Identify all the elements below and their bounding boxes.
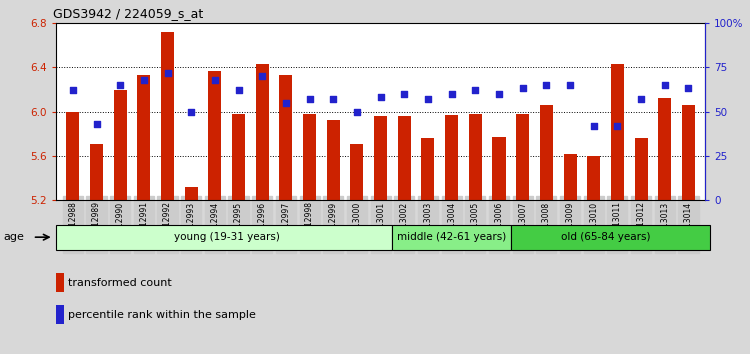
Text: transformed count: transformed count [68, 278, 171, 288]
Point [138, 77, 150, 82]
Point [564, 82, 576, 88]
Text: middle (42-61 years): middle (42-61 years) [397, 232, 506, 242]
Text: young (19-31 years): young (19-31 years) [174, 232, 280, 242]
Bar [658, 98, 671, 200]
Text: GDS3942 / 224059_s_at: GDS3942 / 224059_s_at [53, 7, 203, 21]
Point [517, 86, 529, 91]
Point [635, 96, 647, 102]
Bar [469, 114, 482, 200]
Bar [280, 75, 292, 200]
Text: age: age [4, 232, 25, 242]
Bar [540, 105, 553, 200]
Bar [114, 91, 127, 200]
Bar [634, 138, 647, 200]
Point [611, 123, 623, 129]
Point [540, 82, 552, 88]
Bar [493, 137, 506, 200]
Bar [90, 144, 103, 200]
Bar [563, 154, 577, 200]
Bar [611, 64, 624, 200]
Point [209, 77, 221, 82]
Point [422, 96, 434, 102]
Bar [327, 120, 340, 200]
Bar [209, 70, 221, 200]
Point [91, 121, 103, 127]
Bar [56, 305, 64, 324]
Bar [446, 115, 458, 200]
Bar [398, 116, 411, 200]
Point [493, 91, 505, 97]
Bar [374, 116, 387, 200]
Bar [56, 273, 64, 292]
Bar [137, 75, 150, 200]
Point [161, 70, 173, 75]
Bar [350, 144, 364, 200]
Point [658, 82, 670, 88]
Bar [184, 187, 198, 200]
Bar [303, 114, 316, 200]
Point [114, 82, 126, 88]
Point [256, 73, 268, 79]
Bar [682, 105, 695, 200]
Point [375, 95, 387, 100]
Point [398, 91, 410, 97]
Text: old (65-84 years): old (65-84 years) [561, 232, 650, 242]
Point [682, 86, 694, 91]
Bar [256, 64, 268, 200]
Bar [56, 225, 392, 250]
Bar [66, 112, 80, 200]
Point [185, 109, 197, 114]
Bar [516, 114, 530, 200]
Point [327, 96, 339, 102]
Point [67, 87, 79, 93]
Bar [232, 114, 245, 200]
Bar [161, 32, 174, 200]
Point [351, 109, 363, 114]
Bar [422, 138, 434, 200]
Point [446, 91, 458, 97]
Bar [392, 225, 511, 250]
Point [304, 96, 316, 102]
Point [232, 87, 244, 93]
Point [280, 100, 292, 105]
Point [588, 123, 600, 129]
Bar [511, 225, 710, 250]
Text: percentile rank within the sample: percentile rank within the sample [68, 309, 256, 320]
Point [470, 87, 482, 93]
Bar [587, 156, 600, 200]
